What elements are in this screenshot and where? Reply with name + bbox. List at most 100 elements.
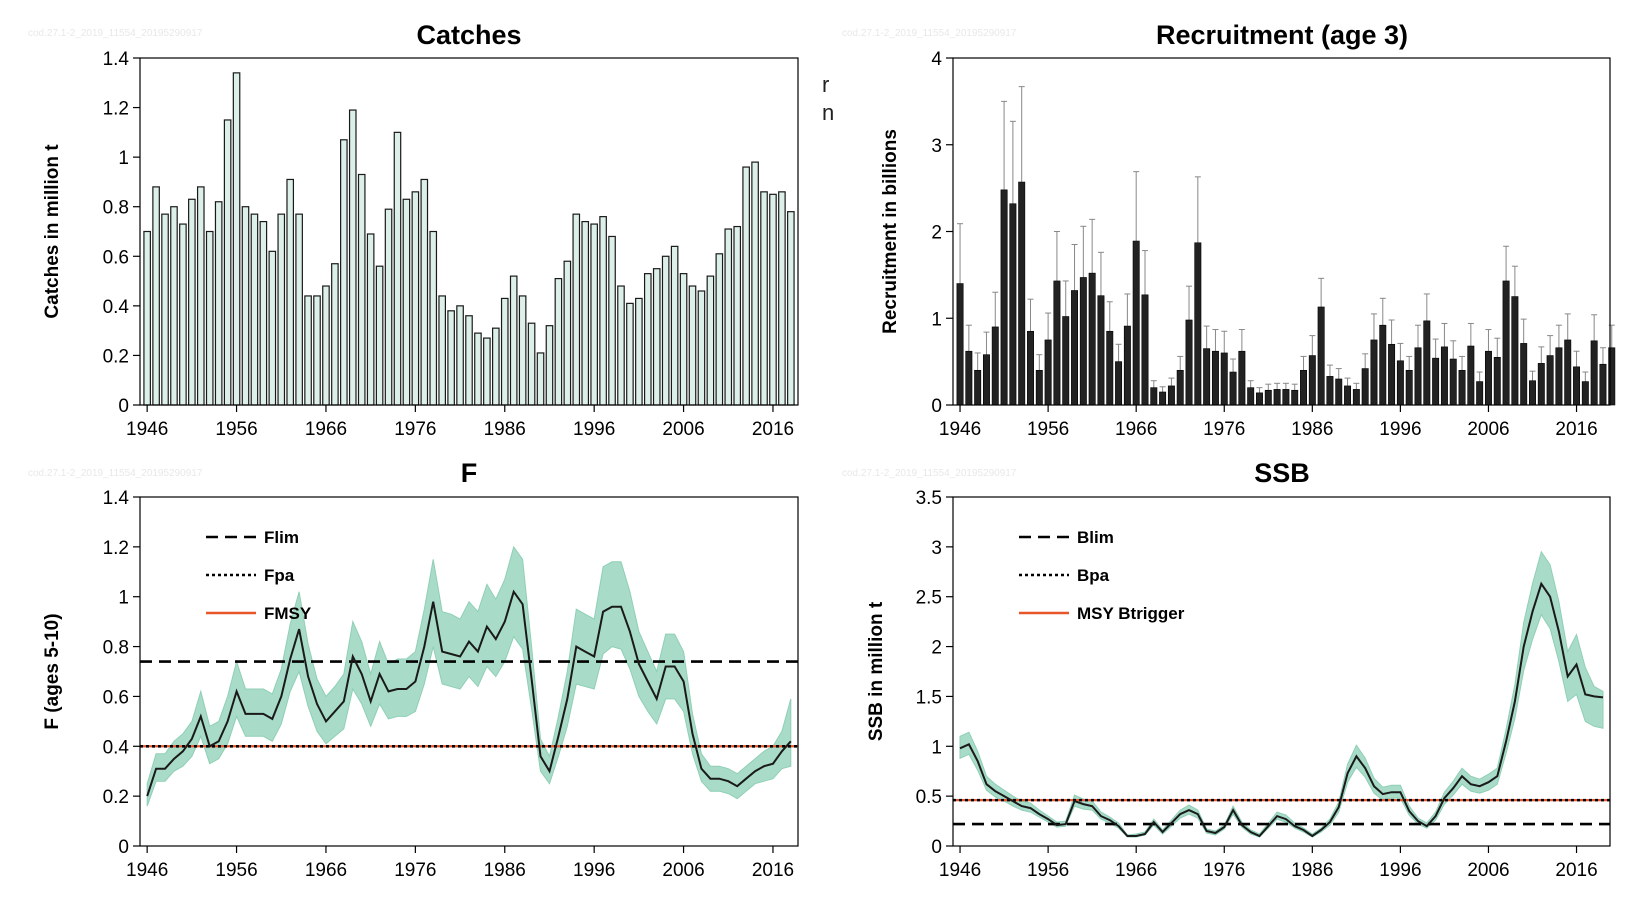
x-tick-label: 2006 [662,860,704,881]
catch-bar [295,213,303,406]
y-tick-label: 0 [931,396,942,417]
y-axis-label: Recruitment in billions [880,129,901,334]
legend-label: MSY Btrigger [1077,604,1185,623]
watermark-text: cod.27.1-2_2019_11554_20195290917 [28,28,203,39]
x-tick-label: 2016 [752,419,794,440]
catch-bar [205,230,214,406]
legend-label: Blim [1077,528,1114,547]
catch-bar [366,233,375,406]
x-tick-label: 1956 [1027,860,1069,881]
x-tick-label: 1996 [573,860,615,881]
recruitment-bar [1352,389,1360,406]
x-tick-label: 1976 [1203,419,1245,440]
recruitment-bar [1282,389,1290,406]
catch-bar [313,295,321,406]
recruitment-bar [1432,357,1440,406]
recruitment-chart-panel: cod.27.1-2_2019_11554_20195290917 Recruit… [842,20,1616,440]
x-tick-label: 2006 [662,419,704,440]
recruitment-bar [1044,339,1052,406]
recruitment-bar [1546,355,1554,406]
catch-bar [402,198,411,406]
recruitment-bar [1071,290,1079,406]
y-tick-label: 1 [931,309,942,330]
catch-bar [652,268,661,406]
y-tick-label: 0.4 [103,297,130,318]
catch-bar [509,275,518,406]
catch-bar [670,245,679,406]
f-chart-panel: cod.27.1-2_2019_11554_20195290917 F F (age… [28,458,799,881]
x-tick-label: 1986 [1291,419,1333,440]
watermark-text: cod.27.1-2_2019_11554_20195290917 [842,28,1017,39]
recruitment-bar [1555,347,1563,406]
y-tick-label: 2 [931,638,942,659]
recruitment-bar [1520,343,1528,406]
catch-bar [340,139,348,406]
y-axis-label: Catches in million t [42,144,63,319]
catch-bar [500,297,509,406]
catch-bar [304,295,312,406]
catch-bar [384,208,393,406]
catch-bar [465,315,473,406]
x-tick-label: 1956 [1027,419,1069,440]
y-tick-label: 0 [118,396,129,417]
recruitment-bar [1599,363,1607,406]
recruitment-bar [1511,296,1519,406]
x-tick-label: 1966 [1115,419,1157,440]
recruitment-bar [974,369,982,406]
recruitment-bar [1027,330,1034,406]
catch-bar [688,285,697,406]
catch-bar [331,263,339,406]
y-tick-label: 1 [118,588,129,609]
catch-bar [188,198,196,406]
recruitment-bar [982,354,990,406]
chart-title: Catches [416,20,521,50]
catch-bar [483,337,491,406]
catch-bar [581,220,590,406]
recruitment-bar [1317,306,1325,406]
y-tick-label: 1 [118,148,129,169]
recruitment-bar [1273,389,1281,406]
x-tick-label: 2016 [752,860,794,881]
y-tick-label: 0 [931,837,942,858]
recruitment-bar [1370,339,1378,406]
x-tick-label: 1966 [305,860,347,881]
y-tick-label: 1.4 [103,488,130,509]
catch-bar [456,305,464,406]
catch-bar [590,223,598,406]
recruitment-bar [1000,189,1008,406]
x-tick-label: 2006 [1467,419,1509,440]
catch-bar [554,277,563,406]
y-tick-label: 3 [931,136,942,157]
legend-label: FMSY [264,604,312,623]
confidence-band [959,550,1604,838]
catch-bar [679,273,688,406]
recruitment-bar [1079,277,1087,406]
catch-bar [241,206,250,406]
catch-bar [438,295,446,406]
catch-bar [599,216,607,406]
recruitment-bar [1097,295,1105,406]
catch-bar [268,250,277,406]
recruitment-bar [1608,347,1616,406]
x-tick-label: 1986 [1291,860,1333,881]
y-tick-label: 1 [931,737,942,758]
recruitment-bar [1211,350,1219,406]
chart-title: F [461,458,478,488]
recruitment-bar [1502,280,1510,406]
recruitment-bar [1229,371,1237,406]
catch-bar [286,178,295,406]
catch-bar [760,191,768,406]
recruitment-bar [1300,369,1307,406]
catch-bar [277,213,286,406]
catch-bar [196,186,205,406]
recruitment-bar [1388,343,1396,406]
catch-bar [474,332,482,406]
recruitment-bar [1115,361,1123,406]
recruitment-bar [1132,240,1140,406]
y-tick-label: 0.2 [103,787,129,808]
catch-bar [170,206,178,406]
recruitment-bar [1185,319,1193,406]
recruitment-bar [1256,392,1263,406]
plot-frame [139,496,799,847]
catch-bar [733,225,742,406]
